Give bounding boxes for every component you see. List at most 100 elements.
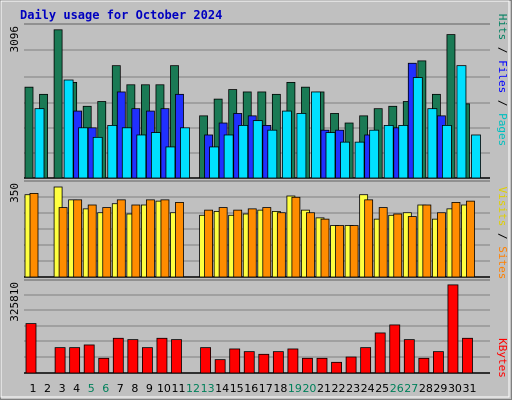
bar-pages-day-26 bbox=[398, 125, 409, 179]
bar-pages-day-25 bbox=[383, 125, 394, 179]
bar-kbytes-day-13 bbox=[200, 347, 212, 374]
chart-title: Daily usage for October 2024 bbox=[20, 8, 223, 22]
bar-sites-day-16 bbox=[247, 208, 257, 278]
bar-pages-day-19 bbox=[296, 113, 307, 179]
bar-pages-day-4 bbox=[78, 127, 89, 179]
bar-sites-day-26 bbox=[393, 213, 403, 278]
bar-pages-day-5 bbox=[92, 136, 103, 179]
bar-sites-day-27 bbox=[407, 216, 417, 278]
x-axis-day-label: 21 bbox=[317, 382, 331, 395]
bar-kbytes-day-17 bbox=[258, 353, 270, 374]
x-axis-day-label: 10 bbox=[157, 382, 171, 395]
bar-kbytes-day-23 bbox=[345, 356, 357, 374]
bar-pages-day-30 bbox=[456, 65, 467, 179]
legend-pages-files-hits-part: Pages bbox=[496, 113, 509, 146]
bar-pages-day-10 bbox=[165, 146, 176, 179]
legend-sites-visits-part: / bbox=[496, 226, 509, 246]
x-axis-day-label: 2 bbox=[44, 382, 51, 395]
bar-sites-day-6 bbox=[102, 207, 112, 278]
bar-kbytes-day-16 bbox=[243, 351, 255, 374]
x-axis-day-label: 9 bbox=[146, 382, 153, 395]
x-axis-day-label: 31 bbox=[463, 382, 477, 395]
legend-sites-visits: Visits / Sites bbox=[496, 187, 509, 280]
legend-kbytes: KBytes bbox=[496, 338, 509, 378]
bar-sites-day-4 bbox=[73, 199, 83, 278]
x-axis-day-label: 29 bbox=[433, 382, 447, 395]
bar-kbytes-day-24 bbox=[360, 347, 372, 374]
bar-sites-day-19 bbox=[291, 196, 301, 278]
bar-sites-day-14 bbox=[218, 207, 228, 278]
bar-kbytes-day-6 bbox=[98, 357, 110, 374]
legend-pages-files-hits-part: Files bbox=[496, 60, 509, 93]
bar-kbytes-day-10 bbox=[156, 337, 168, 374]
bar-kbytes-day-28 bbox=[418, 357, 430, 374]
bar-kbytes-day-30 bbox=[447, 284, 459, 374]
legend-pages-files-hits-part: Hits bbox=[496, 14, 509, 41]
legend-pages-files-hits-part: / bbox=[496, 93, 509, 113]
bar-kbytes-day-19 bbox=[287, 348, 299, 374]
chart-panel-kbytes: 325810 bbox=[8, 279, 490, 374]
x-axis-day-label: 3 bbox=[59, 382, 66, 395]
x-axis-day-label: 4 bbox=[73, 382, 80, 395]
x-axis-day-label: 15 bbox=[230, 382, 244, 395]
bar-files-day-10 bbox=[160, 108, 170, 179]
bar-kbytes-day-9 bbox=[141, 347, 153, 374]
bar-sites-day-29 bbox=[436, 212, 446, 278]
bar-kbytes-day-21 bbox=[316, 357, 328, 374]
bar-sites-day-17 bbox=[262, 207, 272, 278]
legend-kbytes-part: KBytes bbox=[496, 338, 509, 378]
bar-pages-day-1 bbox=[34, 108, 45, 179]
bar-pages-day-24 bbox=[369, 129, 380, 179]
bar-pages-day-21 bbox=[325, 132, 336, 179]
bar-pages-day-20 bbox=[311, 91, 321, 179]
x-axis-day-label: 13 bbox=[201, 382, 215, 395]
bar-pages-day-29 bbox=[441, 125, 452, 179]
bar-sites-day-1 bbox=[29, 193, 39, 278]
bar-kbytes-day-3 bbox=[54, 347, 66, 374]
x-axis-day-label: 30 bbox=[448, 382, 462, 395]
bar-sites-day-13 bbox=[204, 209, 214, 278]
bar-hits-day-1 bbox=[24, 86, 34, 179]
bar-kbytes-day-26 bbox=[389, 324, 401, 374]
bar-pages-day-28 bbox=[427, 108, 438, 179]
bar-pages-day-15 bbox=[238, 125, 249, 179]
x-axis-day-label: 28 bbox=[419, 382, 433, 395]
bar-sites-day-10 bbox=[160, 199, 170, 278]
bar-kbytes-day-31 bbox=[462, 337, 473, 374]
bar-pages-day-18 bbox=[281, 110, 292, 179]
bar-pages-day-14 bbox=[223, 134, 234, 179]
bar-kbytes-day-25 bbox=[374, 332, 386, 374]
bar-pages-day-13 bbox=[209, 146, 220, 179]
legend-pages-files-hits-part: / bbox=[496, 40, 509, 60]
x-axis-day-label: 14 bbox=[215, 382, 229, 395]
x-axis-day-label: 1 bbox=[30, 382, 37, 395]
x-axis-day-label: 17 bbox=[259, 382, 273, 395]
bar-kbytes-day-4 bbox=[69, 347, 81, 374]
x-axis-day-label: 16 bbox=[244, 382, 258, 395]
y-axis-max-label-pages-files-hits: 3096 bbox=[8, 26, 21, 53]
bar-sites-day-11 bbox=[175, 202, 184, 278]
bar-pages-day-11 bbox=[180, 127, 190, 179]
bar-pages-day-3 bbox=[63, 79, 74, 179]
bar-kbytes-day-1 bbox=[25, 323, 37, 374]
bar-pages-day-23 bbox=[354, 141, 365, 179]
bar-kbytes-day-29 bbox=[432, 351, 444, 374]
bar-pages-day-17 bbox=[267, 129, 278, 179]
bar-pages-day-31 bbox=[471, 134, 481, 179]
bar-pages-day-22 bbox=[340, 141, 350, 179]
bar-sites-day-25 bbox=[378, 207, 388, 278]
bar-kbytes-day-8 bbox=[127, 339, 139, 374]
x-axis-day-label: 11 bbox=[172, 382, 186, 395]
bar-sites-day-7 bbox=[116, 199, 126, 278]
x-axis-day-label: 5 bbox=[88, 382, 95, 395]
bar-kbytes-day-11 bbox=[171, 339, 182, 374]
bar-pages-day-7 bbox=[121, 127, 132, 179]
bar-pages-day-16 bbox=[252, 120, 263, 179]
bar-sites-day-5 bbox=[87, 204, 97, 278]
bar-kbytes-day-15 bbox=[229, 348, 241, 374]
x-axis-day-label: 26 bbox=[390, 382, 404, 395]
y-axis-max-label-kbytes: 325810 bbox=[8, 282, 21, 322]
bar-sites-day-9 bbox=[145, 199, 155, 278]
bar-sites-day-30 bbox=[451, 202, 461, 278]
